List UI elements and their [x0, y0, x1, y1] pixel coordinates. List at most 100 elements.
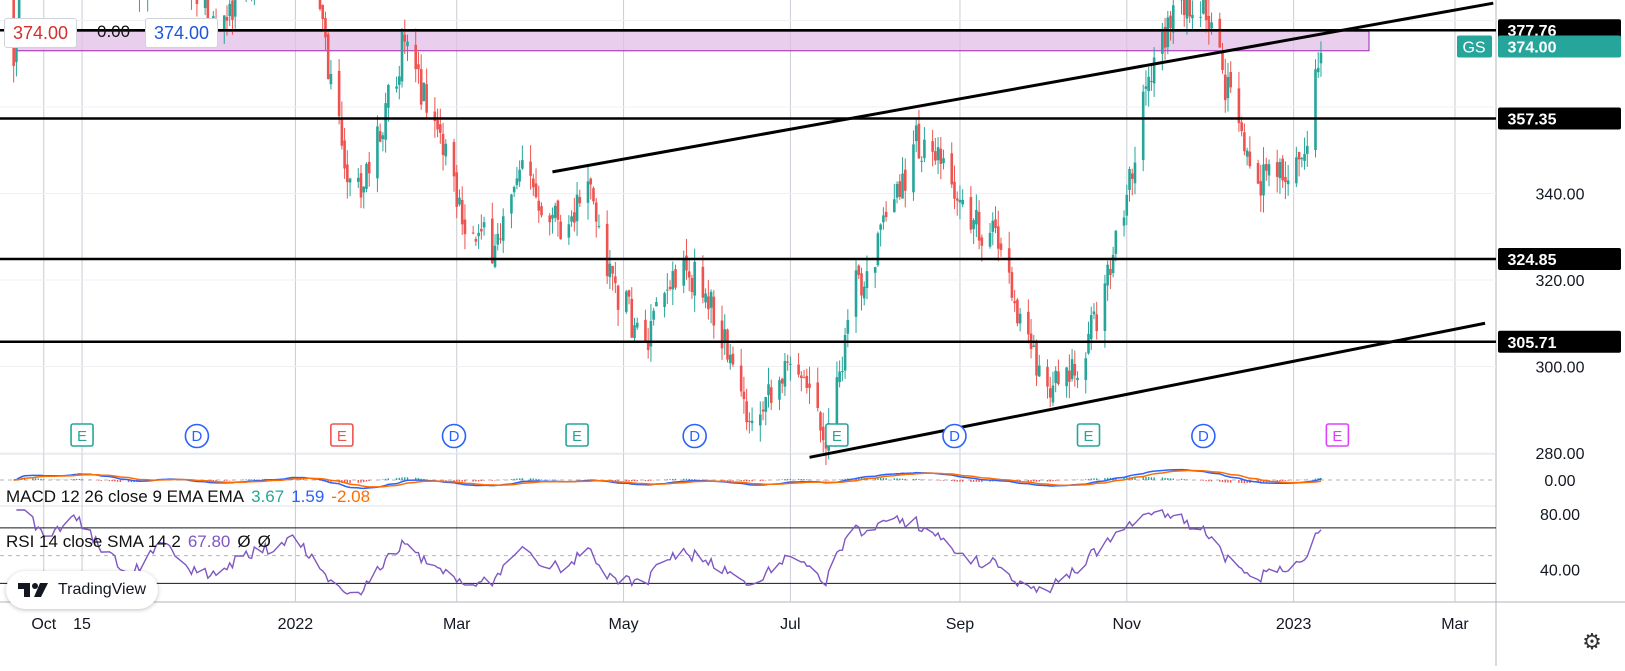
price-axis-tick: 320.00: [1536, 273, 1585, 290]
candle-body: [950, 153, 953, 184]
candle-body: [972, 220, 975, 229]
candle-body: [343, 140, 346, 168]
candle-body: [1229, 72, 1232, 87]
candle-body: [387, 85, 390, 108]
candle-body: [940, 149, 943, 164]
candle-body: [1068, 371, 1071, 382]
candle-body: [606, 224, 609, 276]
candle-body: [551, 215, 554, 219]
candle-body: [1093, 311, 1096, 314]
candle-body: [576, 195, 579, 222]
candle-body: [855, 270, 858, 316]
candle-body: [461, 200, 464, 224]
macd-signal-line: [14, 471, 1321, 487]
earnings-event-label: E: [832, 428, 842, 445]
candle-body: [1046, 367, 1049, 387]
candle-body: [595, 202, 598, 221]
candle-body: [453, 142, 456, 176]
candle-body: [513, 187, 516, 192]
candle-body: [1240, 122, 1243, 131]
candle-body: [444, 144, 447, 157]
dividend-event-icon[interactable]: D: [1192, 425, 1215, 448]
dividend-event-icon[interactable]: D: [442, 425, 465, 448]
candle-body: [721, 321, 724, 349]
candle-body: [368, 162, 371, 174]
tradingview-logo[interactable]: TradingView: [6, 571, 158, 609]
dividend-event-label: D: [689, 428, 700, 445]
candle-body: [1320, 53, 1323, 63]
sell-price-box[interactable]: 374.00: [4, 18, 77, 48]
candle-body: [321, 5, 324, 19]
time-axis-label: 2023: [1276, 616, 1312, 633]
candle-body: [879, 225, 882, 230]
candle-body: [847, 320, 850, 334]
candle-body: [548, 216, 551, 223]
candle-body: [1054, 371, 1057, 383]
tradingview-logo-text: TradingView: [58, 581, 146, 599]
candle-body: [1095, 314, 1098, 331]
candle-body: [781, 379, 784, 384]
candle-body: [535, 183, 538, 197]
candle-body: [901, 174, 904, 199]
candle-body: [516, 178, 519, 185]
candle-body: [1049, 388, 1052, 397]
candle-body: [360, 173, 363, 197]
current-symbol-text: GS: [1462, 39, 1485, 56]
earnings-event-icon[interactable]: E: [826, 424, 848, 446]
candle-body: [338, 71, 341, 116]
candle-body: [1084, 358, 1087, 380]
earnings-event-icon[interactable]: E: [71, 424, 93, 446]
macd-layer: [0, 470, 1496, 489]
candle-body: [1161, 30, 1164, 54]
time-axis-label: Mar: [443, 616, 471, 633]
candle-body: [1125, 195, 1128, 216]
candle-body: [502, 216, 505, 241]
candle-body: [346, 164, 349, 182]
candle-body: [1008, 248, 1011, 272]
dividend-event-icon[interactable]: D: [185, 425, 208, 448]
candle-body: [1027, 312, 1030, 334]
candle-body: [762, 410, 765, 412]
candle-body: [961, 200, 964, 204]
earnings-event-label: E: [1083, 428, 1093, 445]
candle-body: [726, 330, 729, 360]
candle-body: [896, 184, 899, 198]
candle-body: [729, 355, 732, 363]
candle-body: [1169, 16, 1172, 28]
candle-body: [1205, 0, 1208, 20]
dividend-event-label: D: [949, 428, 960, 445]
candle-body: [1257, 163, 1260, 184]
candle-body: [702, 267, 705, 298]
candle-body: [1115, 231, 1118, 254]
candle-body: [537, 201, 540, 211]
earnings-event-icon[interactable]: E: [331, 424, 353, 446]
earnings-event-icon[interactable]: E: [1326, 424, 1348, 446]
candle-body: [816, 382, 819, 408]
time-axis-label: Sep: [946, 616, 975, 633]
candle-body: [196, 0, 199, 4]
candle-body: [1317, 68, 1320, 72]
candle-body: [204, 0, 207, 8]
candle-body: [1071, 359, 1074, 379]
candle-body: [630, 299, 633, 338]
candle-body: [573, 212, 576, 222]
buy-price-box[interactable]: 374.00: [145, 18, 218, 48]
candle-body: [417, 64, 420, 69]
candle-body: [1210, 22, 1213, 28]
dividend-event-icon[interactable]: D: [683, 425, 706, 448]
candle-body: [797, 365, 800, 375]
candle-body: [510, 194, 513, 213]
candle-body: [579, 197, 582, 203]
candle-body: [1172, 5, 1175, 32]
earnings-event-icon[interactable]: E: [1077, 424, 1099, 446]
gear-icon[interactable]: ⚙: [1580, 630, 1604, 654]
candle-body: [1076, 378, 1079, 380]
earnings-event-icon[interactable]: E: [566, 424, 588, 446]
candle-body: [455, 172, 458, 207]
dividend-event-icon[interactable]: D: [943, 425, 966, 448]
